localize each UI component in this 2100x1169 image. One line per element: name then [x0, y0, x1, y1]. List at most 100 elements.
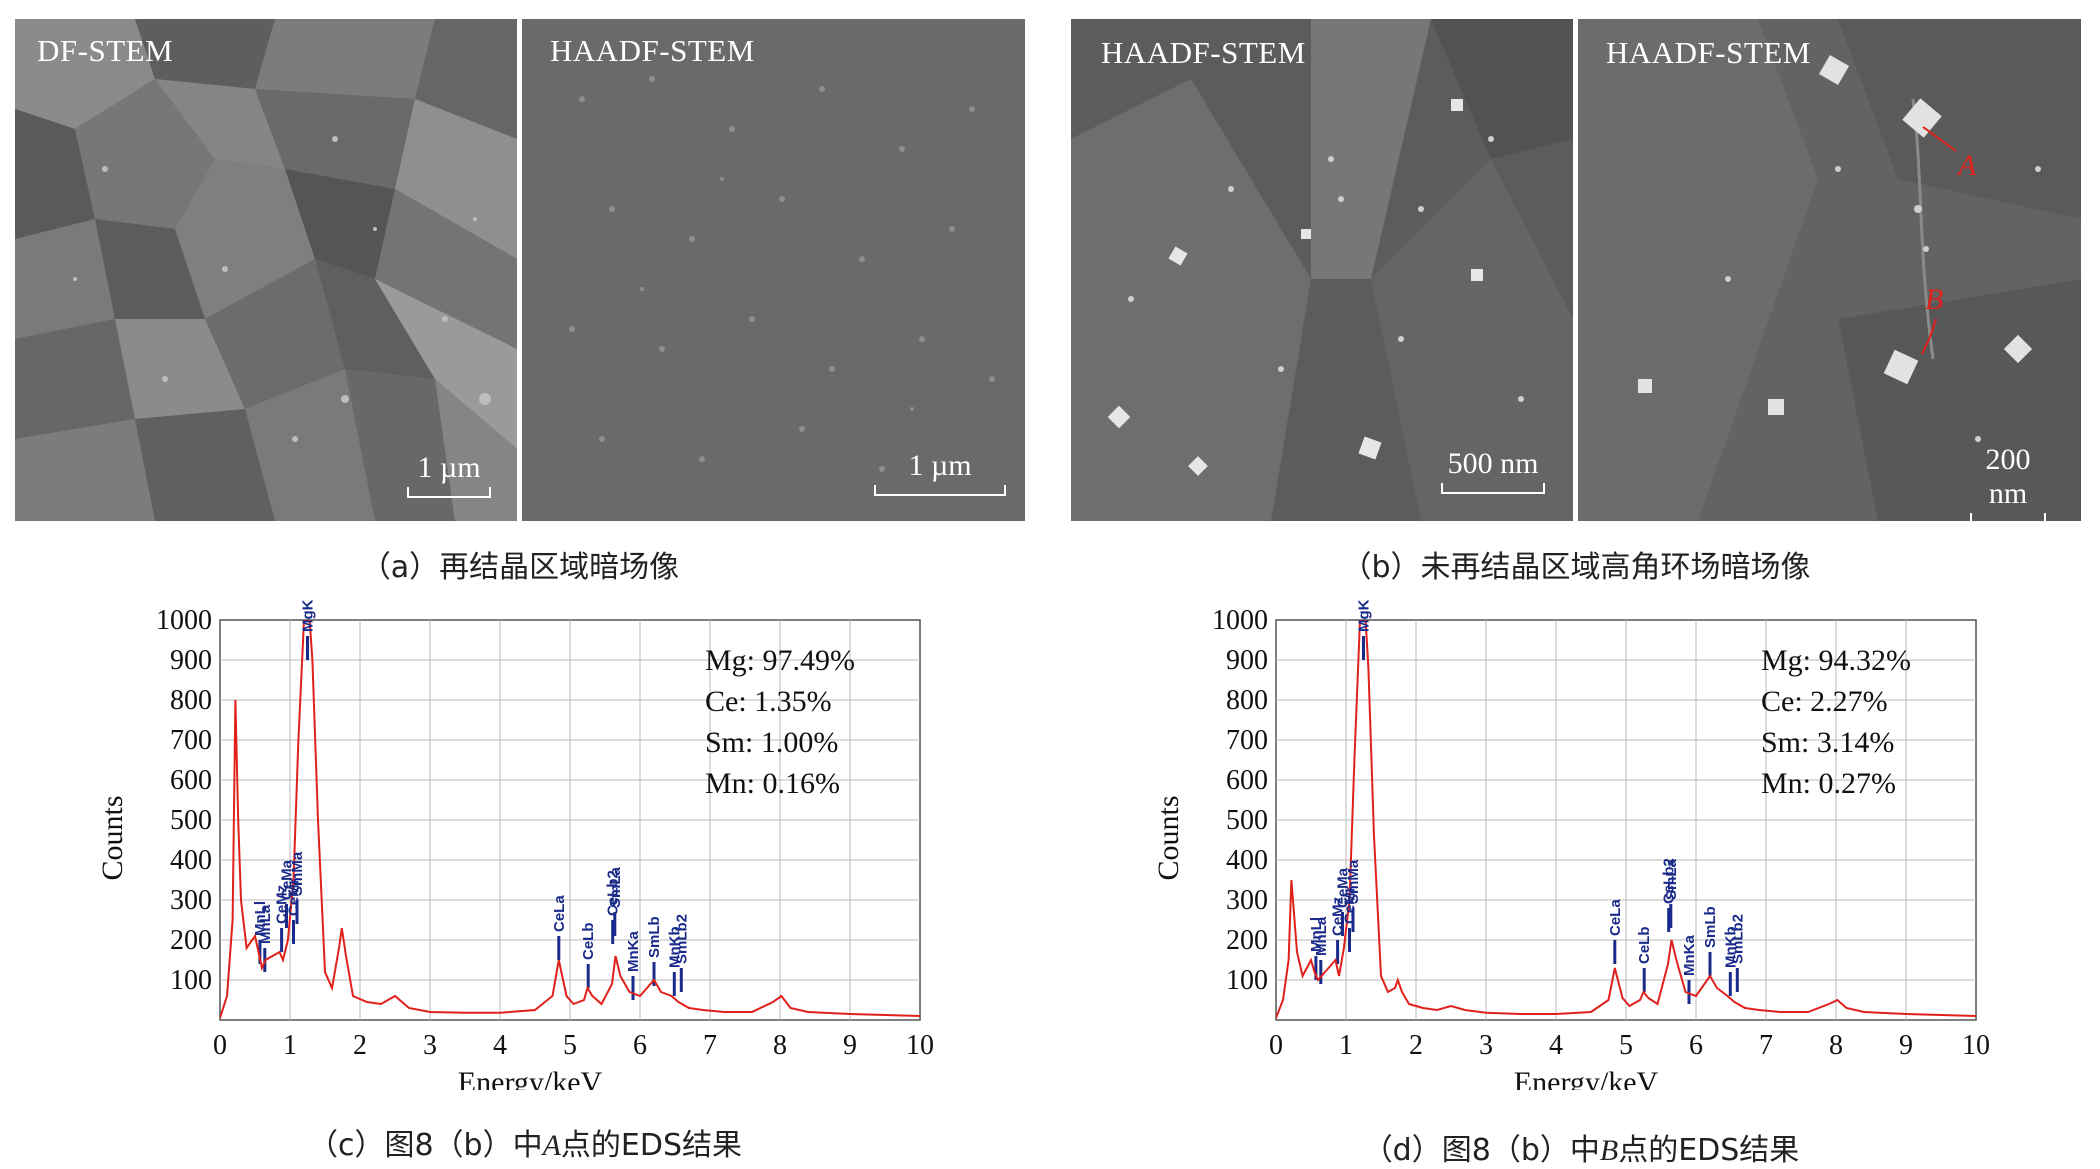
y-tick-label: 1000 — [156, 605, 212, 636]
peak-label: MnKa — [625, 931, 642, 972]
y-tick-label: 200 — [1226, 925, 1268, 956]
peak-label: MnLa — [257, 904, 274, 944]
x-tick-label: 4 — [1549, 1030, 1563, 1061]
y-tick-label: 100 — [1226, 965, 1268, 996]
x-tick-label: 9 — [843, 1030, 857, 1061]
peak-label: SmMa — [1345, 859, 1362, 904]
x-tick-label: 8 — [773, 1030, 787, 1061]
x-tick-label: 9 — [1899, 1030, 1913, 1061]
x-tick-label: 0 — [213, 1030, 227, 1061]
y-tick-label: 700 — [1226, 725, 1268, 756]
x-tick-label: 8 — [1829, 1030, 1843, 1061]
micrograph-haadf-stem-200nm: HAADF-STEM A B 200 nm — [1578, 19, 2081, 521]
composition-line: Mg: 97.49% — [705, 644, 855, 677]
peak-label: MnLl — [252, 901, 269, 936]
composition-line: Sm: 1.00% — [705, 726, 838, 759]
y-tick-label: 100 — [170, 965, 212, 996]
y-axis-label: Counts — [1152, 795, 1185, 880]
caption-panel-c: （c）图8（b）中A点的EDS结果 — [90, 1120, 960, 1164]
y-tick-label: 800 — [1226, 685, 1268, 716]
y-tick-label: 500 — [170, 805, 212, 836]
caption-c-pre: （c）图8（b）中 — [307, 1128, 543, 1163]
scale-bar-label: 200 nm — [1985, 443, 2031, 510]
peak-label: CeLa — [1607, 899, 1624, 936]
y-tick-label: 600 — [1226, 765, 1268, 796]
x-tick-label: 10 — [1962, 1030, 1990, 1061]
caption-panel-a: （a）再结晶区域暗场像 — [360, 550, 680, 585]
peak-label: CeLa — [551, 895, 568, 932]
peak-label: CeMa — [279, 859, 296, 900]
scale-bar: 1 µm — [407, 451, 491, 498]
image-label: HAADF-STEM — [1606, 35, 1811, 70]
peak-label: MnKb — [666, 926, 683, 968]
peak-label: SmLb — [646, 916, 663, 958]
peak-label: MnLa — [1313, 916, 1330, 956]
x-tick-label: 0 — [1269, 1030, 1283, 1061]
peak-label: SmLa — [607, 866, 624, 908]
x-tick-label: 5 — [563, 1030, 577, 1061]
peak-label: MnLl — [1308, 917, 1325, 952]
x-axis-label: Energy/keV — [1514, 1066, 1659, 1090]
composition-line: Mg: 94.32% — [1761, 644, 1911, 677]
y-tick-label: 900 — [1226, 645, 1268, 676]
composition-line: Sm: 3.14% — [1761, 726, 1894, 759]
x-tick-label: 6 — [1689, 1030, 1703, 1061]
composition-line: Ce: 2.27% — [1761, 685, 1888, 718]
caption-c-post: 点的EDS结果 — [560, 1128, 743, 1163]
scale-bar: 500 nm — [1441, 447, 1545, 494]
x-tick-label: 1 — [1339, 1030, 1353, 1061]
x-tick-label: 6 — [633, 1030, 647, 1061]
y-tick-label: 400 — [170, 845, 212, 876]
x-tick-label: 7 — [703, 1030, 717, 1061]
peak-label: CeLb2 — [605, 870, 622, 916]
x-tick-label: 7 — [1759, 1030, 1773, 1061]
peak-label: SmLb2 — [673, 914, 690, 964]
marker-a-label: A — [1958, 149, 1977, 182]
y-tick-label: 700 — [170, 725, 212, 756]
marker-b-label: B — [1925, 283, 1944, 316]
y-tick-label: 200 — [170, 925, 212, 956]
caption-d-point: B — [1599, 1134, 1619, 1167]
peak-label: MnKa — [1681, 935, 1698, 976]
peak-label: SmLa — [1663, 858, 1680, 900]
peak-label: CeMz — [1330, 897, 1347, 936]
grain-texture — [15, 19, 517, 521]
y-axis-label: Counts — [96, 795, 129, 880]
y-tick-label: 1000 — [1212, 605, 1268, 636]
peak-label: SmMa — [289, 851, 306, 896]
x-tick-label: 3 — [423, 1030, 437, 1061]
peak-label: MnKb — [1722, 926, 1739, 968]
x-tick-label: 2 — [1409, 1030, 1423, 1061]
scale-bar-label: 500 nm — [1447, 447, 1539, 480]
scale-bar: 200 nm — [1970, 443, 2046, 521]
peak-label: CeLb — [580, 923, 597, 961]
caption-d-post: 点的EDS结果 — [1618, 1133, 1800, 1168]
composition-line: Mn: 0.16% — [705, 767, 840, 800]
scale-bar-label: 1 µm — [417, 451, 481, 484]
x-tick-label: 3 — [1479, 1030, 1493, 1061]
micrograph-haadf-stem-recrystallized: HAADF-STEM 1 µm — [522, 19, 1025, 521]
y-tick-label: 400 — [1226, 845, 1268, 876]
deformed-texture — [1071, 19, 1573, 521]
boundary-texture — [1578, 19, 2081, 521]
particle-texture — [522, 19, 1025, 521]
peak-label: CeLb2 — [1661, 858, 1678, 904]
y-tick-label: 300 — [1226, 885, 1268, 916]
y-tick-label: 600 — [170, 765, 212, 796]
peak-label: MgKa — [300, 600, 317, 632]
y-tick-label: 900 — [170, 645, 212, 676]
image-label: HAADF-STEM — [1101, 35, 1306, 70]
composition-line: Mn: 0.27% — [1761, 767, 1896, 800]
caption-d-pre: （d）图8（b）中 — [1362, 1133, 1600, 1168]
x-tick-label: 2 — [353, 1030, 367, 1061]
eds-spectrum-b: 0 1 2 3 4 5 6 7 8 9 10 100 200 300 400 500 600 700 800 900 1… — [1152, 600, 1990, 1090]
peak-label: CeLb — [1636, 927, 1653, 965]
peak-label: SmLb — [1702, 906, 1719, 948]
caption-c-point: A — [542, 1129, 561, 1162]
peak-label: CeMa — [1335, 867, 1352, 908]
peak-label: MgKa — [1356, 600, 1373, 632]
caption-panel-b: （b）未再结晶区域高角环场暗场像 — [1341, 550, 1811, 585]
scale-bar: 1 µm — [874, 449, 1006, 496]
image-label: HAADF-STEM — [550, 33, 755, 68]
x-axis-label: Energy/keV — [458, 1066, 603, 1090]
